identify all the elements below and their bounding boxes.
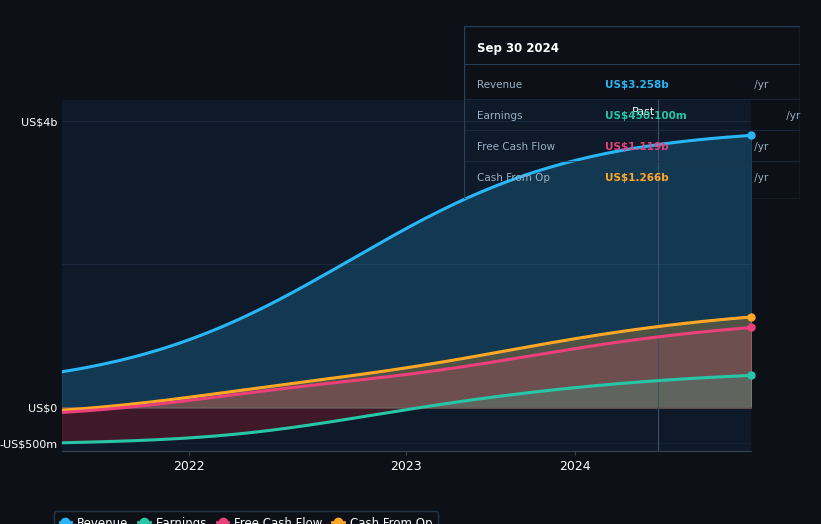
Text: Free Cash Flow: Free Cash Flow <box>477 142 556 152</box>
Text: /yr: /yr <box>750 80 768 90</box>
Text: Earnings: Earnings <box>477 111 523 121</box>
Text: Past: Past <box>631 106 654 116</box>
Text: /yr: /yr <box>783 111 800 121</box>
Text: /yr: /yr <box>750 173 768 183</box>
Text: /yr: /yr <box>750 142 768 152</box>
Text: US$3.258b: US$3.258b <box>605 80 669 90</box>
Legend: Revenue, Earnings, Free Cash Flow, Cash From Op: Revenue, Earnings, Free Cash Flow, Cash … <box>53 511 438 524</box>
Text: Cash From Op: Cash From Op <box>477 173 550 183</box>
Text: US$1.266b: US$1.266b <box>605 173 669 183</box>
Text: Sep 30 2024: Sep 30 2024 <box>477 42 559 55</box>
Text: US$450.100m: US$450.100m <box>605 111 687 121</box>
Text: Revenue: Revenue <box>477 80 522 90</box>
Text: US$1.119b: US$1.119b <box>605 142 669 152</box>
